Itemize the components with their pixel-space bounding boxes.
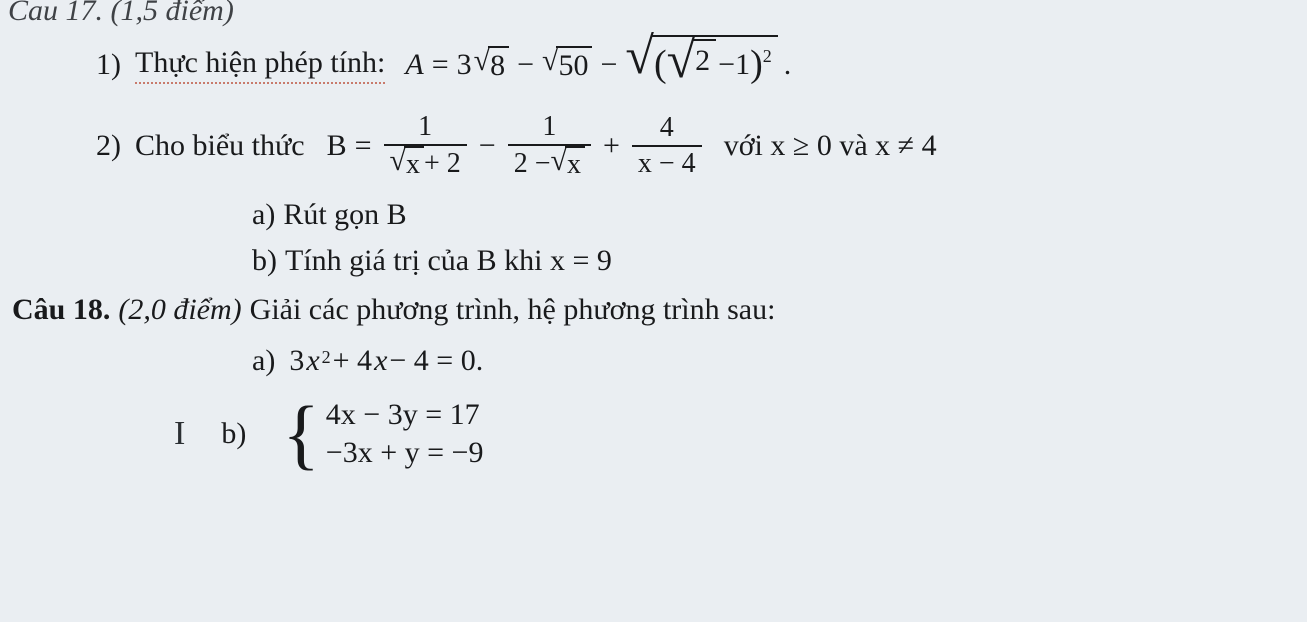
tail-eq: − 4 = 0.	[389, 344, 483, 378]
var-x: x	[374, 344, 387, 378]
open-paren: (	[654, 42, 667, 88]
part1-expression: A = 3 √ 8 − √ 50 − √ (	[405, 35, 791, 95]
sqrt-50: √ 50	[542, 46, 592, 84]
condition-text: với x ≥ 0 và x ≠ 4	[724, 129, 937, 163]
sqrt-2-inner: √ 2	[667, 39, 717, 91]
surd-icon: √	[625, 31, 654, 83]
frac1-den: √ x + 2	[384, 146, 467, 182]
var-B: B	[327, 129, 347, 163]
radicand-50: 50	[556, 46, 592, 84]
system-rows: 4x − 3y = 17 −3x + y = −9	[326, 398, 484, 470]
power-2: 2	[763, 46, 772, 68]
frac3-num: 4	[654, 111, 680, 145]
frac-3: 4 x − 4	[632, 111, 702, 180]
equals-sign: =	[432, 48, 449, 82]
radicand-x: x	[404, 146, 424, 182]
part1-label: Thực hiện phép tính:	[135, 46, 385, 84]
radicand-8: 8	[488, 46, 509, 84]
inner-minus-1: −1	[718, 47, 750, 83]
system-row-2: −3x + y = −9	[326, 436, 484, 470]
minus-1: −	[517, 48, 534, 82]
part2-number: 2)	[96, 129, 121, 163]
q18-title: Giải các phương trình, hệ phương trình s…	[250, 293, 776, 327]
sqrt-x-2: √ x	[551, 146, 585, 182]
sub-a-label: a)	[252, 198, 275, 232]
content-area: 1) Thực hiện phép tính: A = 3 √ 8 − √ 50…	[0, 0, 1283, 482]
q18-heading: Câu 18. (2,0 điểm) Giải các phương trình…	[6, 284, 1283, 336]
sub-b-label: b)	[252, 244, 277, 278]
equation-system: { 4x − 3y = 17 −3x + y = −9	[282, 398, 483, 470]
period: .	[784, 48, 792, 82]
power-2: 2	[322, 347, 331, 368]
surd-icon: √	[667, 35, 696, 87]
frac2-num: 1	[536, 110, 562, 144]
q17-part1-line: 1) Thực hiện phép tính: A = 3 √ 8 − √ 50…	[96, 30, 1283, 100]
big-radicand: ( √ 2 −1 ) 2	[652, 35, 778, 95]
q18-b-row: I b) { 4x − 3y = 17 −3x + y = −9	[96, 386, 1283, 482]
q17-sub-a: a) Rút gọn B	[96, 192, 1283, 238]
var-A: A	[405, 48, 423, 82]
sqrt-x-1: √ x	[390, 146, 424, 182]
den-pre-2minus: 2 −	[514, 147, 551, 181]
var-x: x	[306, 344, 319, 378]
q17-part2-line: 2) Cho biểu thức B = 1 √ x + 2 −	[96, 100, 1283, 192]
den-tail-plus2: + 2	[424, 147, 461, 181]
frac-1: 1 √ x + 2	[384, 110, 467, 181]
part2-label: Cho biểu thức	[135, 129, 305, 163]
sub-a-text: Rút gọn B	[283, 198, 406, 232]
q18-a-expression: 3 x 2 + 4 x − 4 = 0.	[289, 344, 483, 378]
partial-header: Cau 17. (1,5 điểm)	[8, 0, 234, 28]
equals-sign: =	[355, 129, 372, 163]
part1-number: 1)	[96, 48, 121, 82]
q17-sub-b: b) Tính giá trị của B khi x = 9	[96, 238, 1283, 284]
system-row-1: 4x − 3y = 17	[326, 398, 484, 432]
coeff-3: 3	[289, 344, 304, 378]
sqrt-8: √ 8	[474, 46, 509, 84]
frac1-num: 1	[412, 110, 438, 144]
frac3-den: x − 4	[632, 147, 702, 181]
big-sqrt: √ ( √ 2 −1 ) 2	[625, 35, 777, 95]
minus-2: −	[600, 48, 617, 82]
sub-b-text: Tính giá trị của B khi x = 9	[285, 244, 612, 278]
frac-2: 1 2 − √ x	[508, 110, 591, 181]
q18-b-label: b)	[221, 417, 246, 451]
q18-points: (2,0 điểm)	[118, 293, 241, 327]
page: Cau 17. (1,5 điểm) 1) Thực hiện phép tín…	[0, 0, 1307, 482]
radicand-x: x	[565, 146, 585, 182]
part2-expression: B = 1 √ x + 2 − 1	[327, 110, 937, 181]
close-paren: )	[750, 42, 763, 88]
minus-sign: −	[479, 129, 496, 163]
coeff-3: 3	[457, 48, 472, 82]
plus-4: + 4	[333, 344, 372, 378]
q18-number: Câu 18.	[12, 293, 110, 327]
q18-a-label: a)	[252, 344, 275, 378]
left-brace-icon: {	[282, 399, 319, 469]
plus-sign: +	[603, 129, 620, 163]
q18-a: a) 3 x 2 + 4 x − 4 = 0.	[96, 336, 1283, 386]
frac2-den: 2 − √ x	[508, 146, 591, 182]
pencil-mark: I	[174, 415, 185, 453]
radicand-2: 2	[693, 39, 716, 83]
